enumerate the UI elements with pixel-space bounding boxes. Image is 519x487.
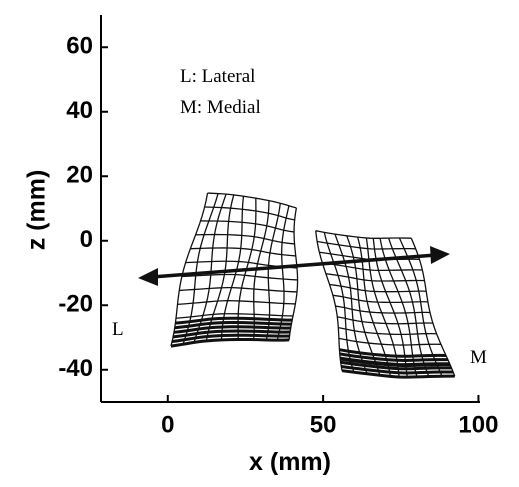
y-tick-label: 40	[66, 97, 93, 124]
chart: x (mm) z (mm) L: Lateral M: Medial L M 0…	[0, 0, 519, 487]
annotation: L: Lateral	[180, 66, 255, 87]
y-tick-label: 60	[66, 33, 93, 60]
mesh-line	[326, 274, 425, 281]
mesh-line	[201, 221, 294, 232]
mesh-line	[196, 235, 295, 244]
mesh-drawing	[171, 193, 455, 377]
annotation: M: Medial	[180, 97, 261, 118]
mesh-line	[339, 338, 441, 345]
x-tick-label: 0	[161, 411, 174, 438]
y-tick-label: -20	[58, 291, 93, 318]
annotation: L	[112, 319, 124, 340]
y-tick-label: -40	[58, 355, 93, 382]
annotation: M	[470, 347, 487, 368]
mesh-line	[179, 288, 297, 292]
mesh-line	[330, 285, 427, 292]
mesh-line	[333, 295, 428, 302]
mesh-line	[190, 248, 295, 256]
mesh-line	[316, 231, 412, 239]
x-tick-label: 100	[458, 411, 498, 438]
mesh-line	[178, 301, 296, 305]
x-tick-label: 50	[310, 411, 337, 438]
y-axis-label: z (mm)	[23, 170, 51, 251]
x-axis-label: x (mm)	[249, 448, 331, 476]
mesh-line	[208, 193, 297, 208]
y-tick-label: 0	[80, 226, 93, 253]
mesh-line	[182, 274, 298, 279]
mesh-line	[336, 306, 430, 313]
y-tick-label: 20	[66, 162, 93, 189]
